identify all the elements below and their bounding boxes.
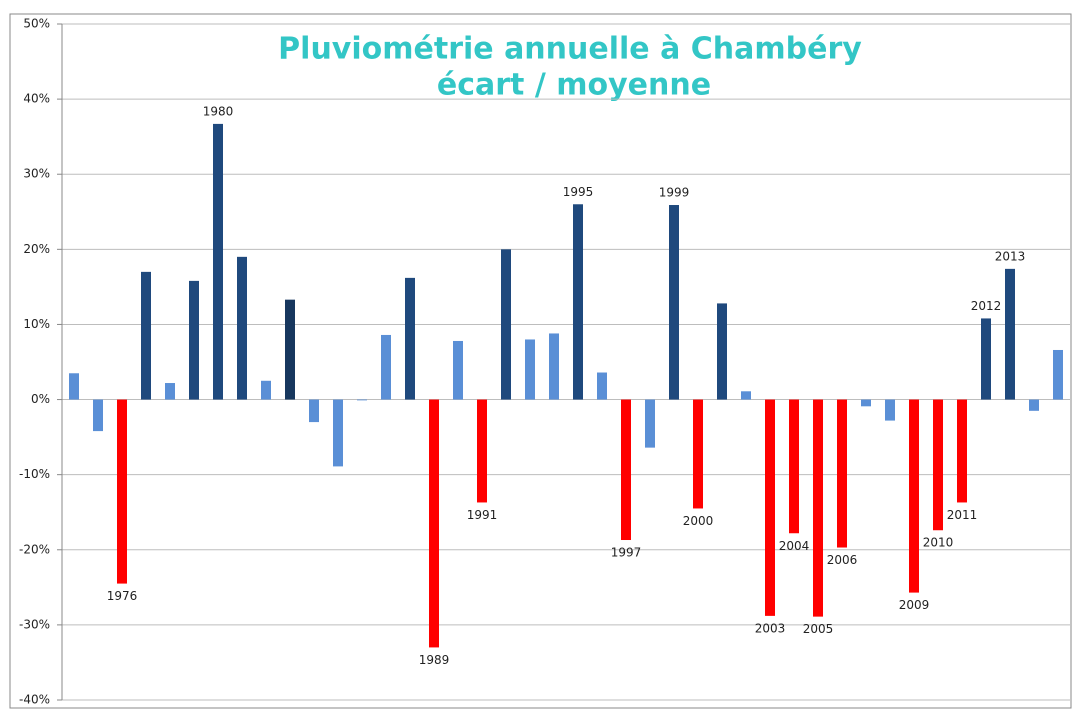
bar-label: 1999 bbox=[659, 186, 690, 200]
bar bbox=[957, 399, 967, 503]
bar bbox=[765, 399, 775, 616]
bar bbox=[933, 399, 943, 531]
y-tick-label: 30% bbox=[23, 167, 50, 181]
bar bbox=[621, 399, 631, 541]
bar-label: 2005 bbox=[803, 622, 834, 636]
bar-label: 1976 bbox=[107, 589, 138, 603]
bar-label: 2004 bbox=[779, 539, 810, 553]
bar-label: 2006 bbox=[827, 553, 858, 567]
bar bbox=[453, 340, 463, 400]
bar bbox=[213, 123, 223, 400]
bar bbox=[693, 399, 703, 509]
bar bbox=[885, 399, 895, 421]
bar bbox=[741, 391, 751, 400]
bar bbox=[717, 303, 727, 400]
bar bbox=[309, 399, 319, 423]
bar bbox=[861, 399, 871, 407]
bar bbox=[189, 280, 199, 400]
chart-title: Pluviométrie annuelle à Chambéry bbox=[278, 32, 862, 67]
bar bbox=[837, 399, 847, 548]
y-tick-label: -20% bbox=[19, 542, 50, 556]
bar-label: 2013 bbox=[995, 249, 1026, 263]
bar bbox=[813, 399, 823, 617]
bar bbox=[333, 399, 343, 467]
bar bbox=[573, 204, 583, 400]
frame bbox=[9, 13, 1072, 709]
bar bbox=[117, 399, 127, 584]
y-tick-label: 10% bbox=[23, 317, 50, 331]
bar bbox=[261, 380, 271, 400]
bar bbox=[285, 299, 295, 400]
bar bbox=[357, 399, 367, 401]
bar bbox=[501, 249, 511, 400]
bar-label: 1997 bbox=[611, 546, 642, 560]
bar-label: 1995 bbox=[563, 185, 594, 199]
bar bbox=[909, 399, 919, 593]
bar bbox=[597, 372, 607, 400]
bar-label: 1980 bbox=[203, 104, 234, 118]
bar bbox=[93, 399, 103, 432]
bar bbox=[405, 277, 415, 400]
bar bbox=[789, 399, 799, 534]
bar bbox=[1053, 349, 1063, 400]
y-tick-label: -10% bbox=[19, 467, 50, 481]
bar-label: 2009 bbox=[899, 598, 930, 612]
bar bbox=[141, 271, 151, 400]
y-tick-label: -30% bbox=[19, 617, 50, 631]
y-tick-label: 50% bbox=[23, 17, 50, 31]
bar-label: 2003 bbox=[755, 621, 786, 635]
bar bbox=[669, 205, 679, 400]
bar-label: 2012 bbox=[971, 299, 1002, 313]
y-tick-label: 0% bbox=[31, 392, 50, 406]
bar bbox=[381, 334, 391, 400]
bar bbox=[981, 318, 991, 400]
bar-label: 2011 bbox=[947, 508, 978, 522]
bar bbox=[69, 373, 79, 400]
bar bbox=[1029, 399, 1039, 411]
bar-label: 2010 bbox=[923, 536, 954, 550]
bar-label: 1991 bbox=[467, 508, 498, 522]
y-tick-label: -40% bbox=[19, 693, 50, 707]
bar bbox=[165, 383, 175, 400]
bar bbox=[645, 399, 655, 448]
bar bbox=[477, 399, 487, 503]
bar bbox=[525, 339, 535, 400]
chart-subtitle: écart / moyenne bbox=[437, 68, 711, 103]
bar bbox=[549, 333, 559, 400]
bar bbox=[1005, 268, 1015, 400]
bar bbox=[429, 399, 439, 648]
bar-label: 2000 bbox=[683, 514, 714, 528]
y-tick-label: 20% bbox=[23, 242, 50, 256]
bar bbox=[237, 256, 247, 400]
bar-label: 1989 bbox=[419, 653, 450, 667]
y-tick-label: 40% bbox=[23, 92, 50, 106]
